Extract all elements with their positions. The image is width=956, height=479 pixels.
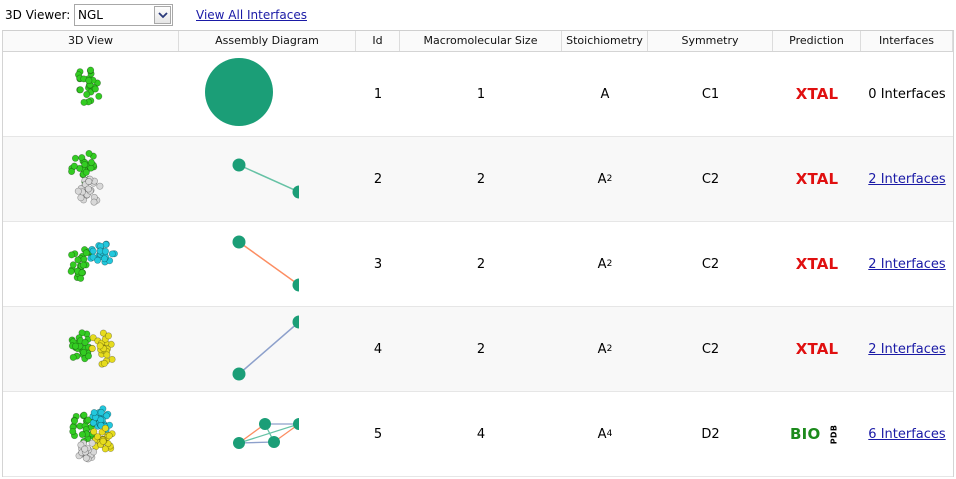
prediction-cell: BIO PDB — [773, 392, 861, 476]
symmetry: C2 — [701, 341, 720, 357]
dimer-structure-icon[interactable] — [59, 232, 123, 296]
structure-thumbnail-cell[interactable] — [3, 307, 179, 391]
tetramer-structure-icon[interactable] — [59, 402, 123, 466]
interfaces-cell[interactable]: 2 Interfaces — [861, 222, 953, 306]
toolbar: 3D Viewer: NGL View All Interfaces — [0, 0, 956, 30]
stoichiometry-subscript: 2 — [606, 344, 613, 354]
assembly-id: 2 — [373, 171, 383, 187]
structure-thumbnail-cell[interactable] — [3, 137, 179, 221]
interfaces-cell[interactable]: 2 Interfaces — [861, 307, 953, 391]
prediction-label: XTAL — [795, 340, 839, 358]
pdb-tag: PDB — [829, 424, 839, 444]
structure-thumbnail-cell[interactable] — [3, 222, 179, 306]
dimer-structure-icon[interactable] — [59, 147, 123, 211]
interfaces-link[interactable]: 2 Interfaces — [868, 341, 946, 357]
prediction-label: XTAL — [795, 85, 839, 103]
interfaces-cell: 0 Interfaces — [861, 52, 953, 136]
stoichiometry-base: A — [597, 341, 607, 357]
assembly-id: 5 — [373, 426, 383, 442]
four-node-diagram-icon — [179, 392, 305, 476]
viewer-select[interactable]: NGL — [74, 4, 173, 26]
assembly-diagram-cell — [179, 392, 356, 476]
prediction-cell: XTAL — [773, 137, 861, 221]
stoichiometry-subscript: 4 — [606, 429, 613, 439]
stoichiometry-base: A — [597, 171, 607, 187]
two-node-diagram-icon — [179, 137, 306, 221]
macromolecular-size: 4 — [476, 426, 486, 442]
viewer-label: 3D Viewer: — [5, 8, 71, 22]
header-macromolecular-size[interactable]: Macromolecular Size — [400, 31, 562, 51]
macromolecular-size: 2 — [476, 341, 486, 357]
stoichiometry-base: A — [597, 256, 607, 272]
assembly-id: 1 — [373, 86, 383, 102]
header-assembly-diagram[interactable]: Assembly Diagram — [179, 31, 356, 51]
dimer-structure-icon[interactable] — [59, 317, 123, 381]
prediction-label: XTAL — [795, 170, 839, 188]
header-prediction[interactable]: Prediction — [773, 31, 861, 51]
symmetry: D2 — [701, 426, 720, 442]
prediction-label: XTAL — [795, 255, 839, 273]
stoichiometry-base: A — [600, 86, 610, 102]
assembly-diagram-cell — [179, 52, 356, 136]
macromolecular-size: 2 — [476, 256, 486, 272]
header-id[interactable]: Id — [356, 31, 400, 51]
stoichiometry-subscript: 2 — [606, 174, 613, 184]
monomer-structure-icon[interactable] — [59, 62, 123, 126]
table-header: 3D View Assembly Diagram Id Macromolecul… — [3, 31, 953, 52]
structure-thumbnail-cell[interactable] — [3, 52, 179, 136]
symmetry: C2 — [701, 256, 720, 272]
prediction-cell: XTAL — [773, 222, 861, 306]
header-symmetry[interactable]: Symmetry — [648, 31, 773, 51]
assembly-diagram-cell — [179, 307, 356, 391]
interfaces-cell[interactable]: 2 Interfaces — [861, 137, 953, 221]
assembly-diagram-cell — [179, 222, 356, 306]
macromolecular-size: 2 — [476, 171, 486, 187]
assembly-id: 3 — [373, 256, 383, 272]
two-node-diagram-icon — [179, 222, 306, 306]
single-node-diagram-icon — [179, 52, 299, 136]
interfaces-link[interactable]: 2 Interfaces — [868, 256, 946, 272]
structure-thumbnail-cell[interactable] — [3, 392, 179, 476]
table-row: 1 1 A C1 XTAL 0 Interfaces — [3, 52, 953, 137]
assembly-diagram-cell — [179, 137, 356, 221]
header-interfaces[interactable]: Interfaces — [861, 31, 953, 51]
stoichiometry-subscript: 2 — [606, 259, 613, 269]
symmetry: C1 — [701, 86, 720, 102]
stoichiometry-base: A — [597, 426, 607, 442]
symmetry: C2 — [701, 171, 720, 187]
header-stoichiometry[interactable]: Stoichiometry — [562, 31, 648, 51]
header-3d-view[interactable]: 3D View — [3, 31, 179, 51]
interfaces-text: 0 Interfaces — [868, 86, 946, 102]
prediction-label: BIO — [790, 425, 821, 443]
view-all-interfaces-link[interactable]: View All Interfaces — [196, 8, 307, 22]
chevron-down-icon[interactable] — [154, 6, 171, 24]
two-node-diagram-icon — [179, 307, 306, 391]
assembly-id: 4 — [373, 341, 383, 357]
prediction-cell: XTAL — [773, 52, 861, 136]
prediction-cell: XTAL — [773, 307, 861, 391]
interfaces-cell[interactable]: 6 Interfaces — [861, 392, 953, 476]
macromolecular-size: 1 — [476, 86, 486, 102]
stoichiometry: A — [562, 52, 648, 136]
viewer-select-value: NGL — [78, 8, 103, 22]
interfaces-link[interactable]: 2 Interfaces — [868, 171, 946, 187]
interfaces-link[interactable]: 6 Interfaces — [868, 426, 946, 442]
assemblies-table: 3D View Assembly Diagram Id Macromolecul… — [2, 30, 954, 477]
